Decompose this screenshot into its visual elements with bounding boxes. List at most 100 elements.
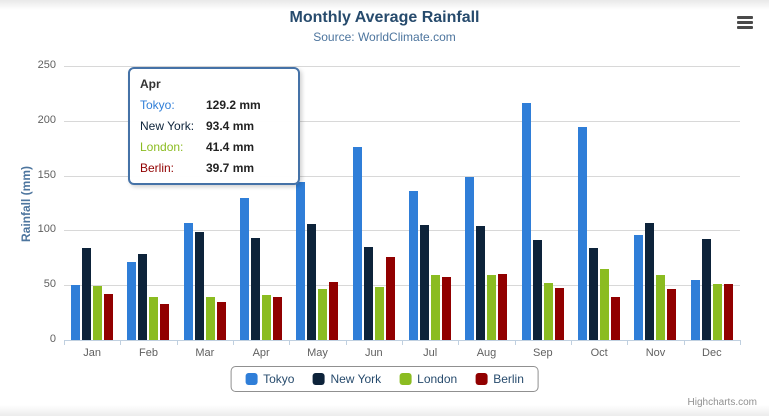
credits-link[interactable]: Highcharts.com (687, 397, 757, 408)
chart-subtitle: Source: WorldClimate.com (313, 30, 456, 44)
legend-swatch (399, 373, 412, 385)
legend-item-new-york[interactable]: New York (312, 372, 381, 386)
column-tokyo-feb[interactable] (127, 261, 137, 340)
column-berlin-apr[interactable] (273, 296, 283, 340)
tooltip-series-label: Berlin: (140, 161, 175, 175)
legend-label: London (417, 372, 458, 386)
x-axis-tick (571, 340, 572, 345)
column-berlin-jul[interactable] (442, 277, 452, 340)
y-axis-label: 150 (37, 168, 56, 181)
x-axis-label: Apr (252, 347, 270, 359)
legend-item-london[interactable]: London (399, 372, 457, 386)
column-tokyo-aug[interactable] (465, 177, 475, 340)
column-new-york-feb[interactable] (138, 253, 148, 340)
column-london-jul[interactable] (431, 275, 441, 340)
column-tokyo-dec[interactable] (690, 280, 700, 340)
column-berlin-sep[interactable] (554, 287, 564, 340)
bar-group-feb (120, 66, 176, 340)
column-tokyo-apr[interactable] (240, 198, 250, 340)
column-new-york-nov[interactable] (645, 223, 655, 340)
tooltip-value: 93.4 mm (206, 119, 255, 133)
column-london-nov[interactable] (656, 275, 666, 340)
gridline (64, 230, 740, 232)
tooltip-series-label: New York: (140, 119, 195, 133)
bar-group-apr (233, 66, 289, 340)
x-axis-tick (233, 340, 234, 345)
x-axis-label: Jul (423, 347, 438, 359)
gridline (64, 285, 740, 287)
gridline (64, 66, 740, 67)
column-berlin-jun[interactable] (385, 257, 395, 340)
column-london-oct[interactable] (600, 268, 610, 340)
column-berlin-aug[interactable] (498, 273, 508, 340)
column-berlin-mar[interactable] (216, 302, 226, 340)
x-axis-tick (345, 340, 347, 345)
tooltip: Apr Tokyo: 129.2 mm New York: 93.4 mm London:… (128, 67, 300, 185)
column-london-feb[interactable] (149, 297, 159, 340)
x-axis-tick (64, 340, 65, 345)
x-axis-tick (514, 340, 516, 345)
y-axis-label: 50 (43, 278, 56, 291)
x-axis-tick (627, 340, 629, 345)
column-new-york-apr[interactable] (251, 237, 261, 340)
column-berlin-may[interactable] (329, 282, 339, 340)
column-london-may[interactable] (318, 288, 328, 340)
column-new-york-mar[interactable] (194, 232, 204, 340)
column-new-york-jan[interactable] (82, 248, 92, 340)
column-tokyo-oct[interactable] (578, 127, 588, 340)
column-tokyo-nov[interactable] (634, 235, 644, 340)
tooltip-row: Tokyo: 129.2 mm (140, 98, 288, 112)
x-axis-label: Aug (476, 347, 497, 359)
column-berlin-jan[interactable] (104, 293, 114, 340)
column-tokyo-mar[interactable] (183, 223, 193, 340)
chart-title: Monthly Average Rainfall (289, 9, 480, 26)
x-axis-label: Feb (139, 347, 158, 359)
x-axis-label: Nov (645, 347, 666, 359)
column-berlin-nov[interactable] (667, 288, 677, 340)
legend-item-tokyo[interactable]: Tokyo (245, 372, 294, 386)
column-tokyo-sep[interactable] (521, 102, 531, 340)
x-axis-label: Oct (590, 347, 608, 359)
legend-item-berlin[interactable]: Berlin (475, 372, 524, 386)
gridline (64, 175, 740, 177)
legend-swatch (245, 373, 258, 385)
column-new-york-sep[interactable] (532, 240, 542, 340)
legend: Tokyo New York London Berlin (230, 366, 539, 392)
column-new-york-aug[interactable] (476, 225, 486, 340)
hamburger-menu-icon[interactable] (737, 16, 753, 29)
column-new-york-jul[interactable] (420, 224, 430, 340)
bar-group-jun (346, 66, 402, 340)
column-london-mar[interactable] (205, 296, 215, 340)
column-london-apr[interactable] (262, 294, 272, 340)
column-tokyo-jul[interactable] (409, 191, 419, 340)
y-axis-label: 100 (37, 223, 56, 236)
column-tokyo-jun[interactable] (352, 147, 362, 340)
column-london-aug[interactable] (487, 274, 497, 340)
x-axis-label: Jan (83, 347, 102, 359)
column-london-dec[interactable] (712, 283, 722, 340)
hamburger-line (737, 16, 753, 19)
column-new-york-jun[interactable] (363, 247, 373, 340)
bar-group-jul (402, 66, 458, 340)
x-axis-label: May (307, 347, 328, 359)
legend-label: Tokyo (263, 372, 295, 386)
hamburger-line (737, 26, 753, 29)
bar-group-dec (684, 66, 740, 340)
y-axis-label: 250 (37, 59, 56, 71)
tooltip-header: Apr (140, 77, 161, 91)
column-london-jun[interactable] (374, 287, 384, 340)
column-new-york-may[interactable] (307, 223, 317, 340)
column-london-sep[interactable] (543, 282, 553, 340)
column-berlin-dec[interactable] (723, 284, 733, 340)
column-new-york-dec[interactable] (701, 238, 711, 340)
column-new-york-oct[interactable] (589, 248, 599, 340)
column-tokyo-jan[interactable] (71, 285, 81, 340)
bar-group-oct (571, 66, 627, 340)
x-axis-tick (458, 340, 460, 345)
column-tokyo-may[interactable] (296, 182, 306, 340)
x-axis-label: Sep (533, 347, 553, 359)
column-berlin-feb[interactable] (160, 303, 170, 340)
x-axis-label: Jun (364, 347, 383, 359)
column-london-jan[interactable] (93, 286, 103, 340)
column-berlin-oct[interactable] (611, 297, 621, 340)
